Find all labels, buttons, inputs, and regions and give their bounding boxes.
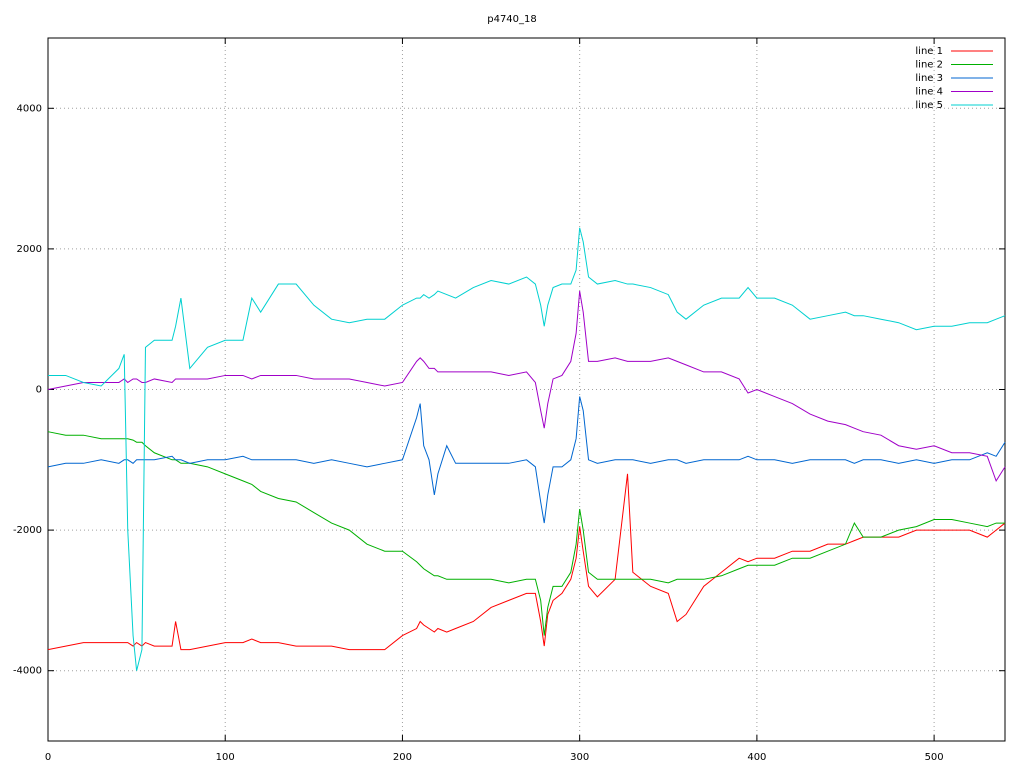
legend-label: line 5 bbox=[915, 100, 943, 111]
x-tick-label: 400 bbox=[747, 752, 766, 763]
x-tick-label: 100 bbox=[216, 752, 235, 763]
data-line bbox=[47, 396, 1006, 524]
data-line bbox=[47, 290, 1006, 483]
plot-border bbox=[47, 37, 1006, 742]
x-tick-label: 500 bbox=[925, 752, 944, 763]
chart-title: p4740_18 bbox=[487, 14, 537, 25]
legend-label: line 4 bbox=[915, 87, 943, 98]
y-tick-label: 0 bbox=[36, 385, 42, 396]
y-tick-label: 4000 bbox=[17, 103, 42, 114]
x-tick-label: 300 bbox=[570, 752, 589, 763]
data-line bbox=[47, 473, 1006, 651]
data-line bbox=[47, 431, 1005, 636]
x-tick-label: 200 bbox=[393, 752, 412, 763]
legend-label: line 3 bbox=[915, 73, 943, 84]
data-line bbox=[48, 227, 1006, 671]
x-tick-label: 0 bbox=[45, 752, 51, 763]
y-tick-label: -2000 bbox=[13, 525, 42, 536]
legend-label: line 2 bbox=[915, 60, 943, 71]
y-tick-label: -4000 bbox=[13, 666, 42, 677]
legend-label: line 1 bbox=[915, 46, 943, 57]
y-tick-label: 2000 bbox=[17, 244, 42, 255]
